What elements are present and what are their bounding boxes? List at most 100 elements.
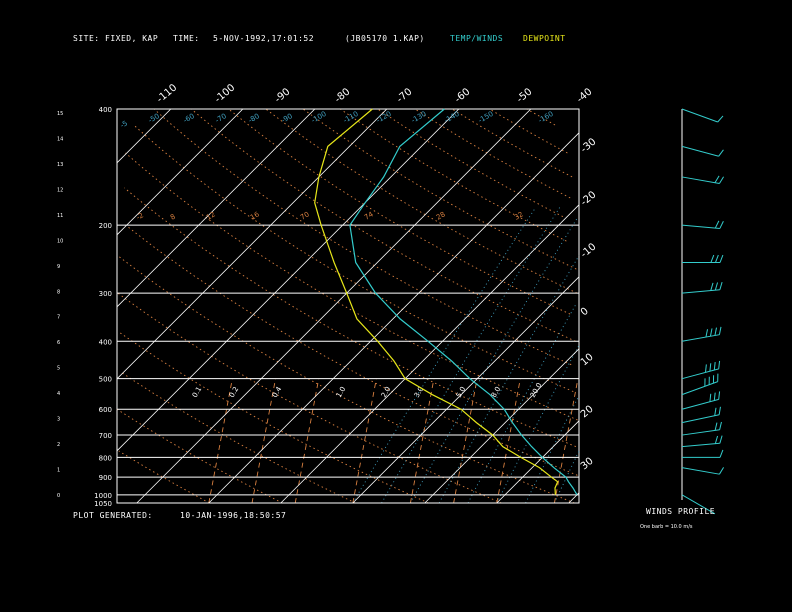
isotherm-line — [208, 132, 580, 504]
file-id: (JB05170 1.KAP) — [345, 34, 425, 43]
plot-generated-value: 10-JAN-1996,18:50:57 — [180, 511, 286, 520]
isotherm-label-top: -110 — [155, 82, 179, 105]
isobars — [117, 108, 579, 504]
isotherm-label-top: -100 — [213, 82, 237, 105]
moist-adiabat-label: -50 — [147, 112, 161, 125]
isotherm-label-top: -80 — [333, 86, 353, 105]
isotherm-label-top: -60 — [453, 86, 473, 105]
isotherm-line — [496, 420, 580, 504]
height-tick-label: 9 — [57, 264, 60, 270]
mixing-ratio-line — [496, 378, 521, 504]
height-tick-label: 12 — [57, 187, 63, 193]
height-tick-label: 6 — [57, 340, 60, 346]
height-tick-label: 7 — [57, 315, 60, 321]
height-tick-label: 8 — [57, 289, 60, 295]
wind-barb-flag — [709, 328, 713, 337]
isotherm-line — [136, 108, 532, 504]
wind-barbs — [681, 108, 724, 515]
wind-barb-staff — [681, 108, 718, 123]
moist-adiabat-line — [381, 207, 561, 504]
time-value: 5-NOV-1992,17:01:52 — [213, 34, 314, 43]
dry-adiabat-line — [265, 108, 578, 294]
isotherm-line — [352, 276, 580, 504]
wind-barb-staff — [681, 368, 719, 380]
moist-adiabat-label: -130 — [410, 110, 428, 125]
isotherm-label-top: -70 — [395, 86, 415, 105]
dry-adiabat-line — [116, 408, 283, 504]
dry-adiabat-line — [414, 108, 571, 199]
moist-adiabat-label: -140 — [443, 110, 461, 125]
pressure-tick-label: 1000 — [94, 492, 112, 500]
wind-barb-flag — [718, 467, 724, 475]
wind-barb-flag — [717, 115, 724, 123]
mixing-ratio-line — [294, 378, 320, 504]
dry-adiabat-line — [377, 108, 564, 218]
pressure-tick-label: 600 — [99, 406, 112, 414]
wind-barb-flag — [718, 391, 721, 400]
wind-barb-flag — [718, 176, 724, 184]
wind-barb-flag — [704, 364, 707, 373]
pressure-tick-label: 200 — [99, 222, 112, 230]
dry-adiabat-label: 16 — [249, 210, 261, 222]
time-label: TIME: — [173, 34, 200, 43]
mixing-ratio-line — [409, 378, 435, 504]
dry-adiabat-line — [340, 108, 567, 242]
height-tick-label: 4 — [57, 391, 60, 397]
pressure-tick-label: 1050 — [94, 500, 112, 508]
dry-adiabat-label: 28 — [435, 210, 447, 221]
wind-barb-flag — [710, 282, 714, 291]
height-tick-label: 5 — [57, 366, 60, 372]
mixing-ratio-label: 2.0 — [380, 385, 392, 399]
wind-barb-flag — [714, 327, 717, 336]
height-tick-label: 10 — [57, 238, 63, 244]
isotherm-line — [116, 108, 316, 308]
dry-adiabat-label: 32 — [513, 210, 525, 221]
dry-adiabat-label: 8 — [169, 213, 177, 222]
wind-barb-staff — [681, 381, 718, 396]
height-tick-label: 2 — [57, 442, 60, 448]
moist-adiabat-label: -80 — [247, 112, 261, 125]
wind-barb-staff — [681, 145, 719, 157]
moist-adiabat-label: -160 — [537, 110, 555, 125]
legend-temp-winds: TEMP/WINDS — [450, 34, 503, 43]
wind-barb-staff — [681, 334, 720, 342]
isotherm-line — [116, 108, 388, 380]
dry-adiabat-line — [119, 332, 429, 504]
wind-barb-flag — [719, 281, 723, 290]
isotherm-label-right: -20 — [579, 189, 599, 208]
moist-adiabat-label: -120 — [375, 110, 393, 125]
moist-adiabat-line — [438, 255, 580, 504]
dry-adiabat-line — [125, 152, 578, 421]
pressure-tick-label: 500 — [99, 376, 112, 384]
isotherm-label-right: -30 — [579, 136, 599, 155]
wind-barb-flag — [714, 422, 718, 431]
wind-barb-flag — [705, 329, 709, 338]
moist-adiabat-line — [467, 303, 577, 504]
moist-adiabat-label: -5 — [119, 119, 129, 129]
moist-adiabat-label: -90 — [280, 112, 294, 125]
wind-barb-flag — [718, 360, 721, 369]
mixing-ratio-line — [251, 378, 276, 504]
wind-barb-flag — [714, 407, 717, 416]
moist-adiabat-line — [410, 216, 579, 504]
dry-adiabat-line — [489, 108, 568, 154]
moist-adiabat-label: -70 — [214, 112, 228, 125]
pressure-tick-label: 400 — [99, 106, 112, 114]
height-tick-label: 11 — [57, 213, 63, 219]
dry-adiabat-label: -2 — [135, 211, 145, 221]
moist-adiabat-label: -150 — [477, 110, 495, 125]
isotherm-line — [116, 108, 244, 236]
dry-adiabat-line — [133, 124, 574, 393]
wind-barb-flag — [713, 362, 716, 371]
dry-adiabat-line — [451, 108, 573, 178]
height-tick-label: 15 — [57, 111, 63, 117]
isotherm-label-right: 10 — [579, 352, 596, 369]
dry-adiabat-line — [125, 224, 578, 476]
moist-adiabats — [352, 207, 580, 504]
isotherm-label-top: -90 — [273, 86, 293, 105]
wind-barb-flag — [718, 149, 724, 157]
winds-barb-note: One barb = 10.0 m/s — [640, 524, 693, 530]
isotherm-label-top: -50 — [515, 86, 535, 105]
dry-adiabat-line — [118, 450, 210, 504]
wind-barb-flag — [719, 435, 723, 444]
